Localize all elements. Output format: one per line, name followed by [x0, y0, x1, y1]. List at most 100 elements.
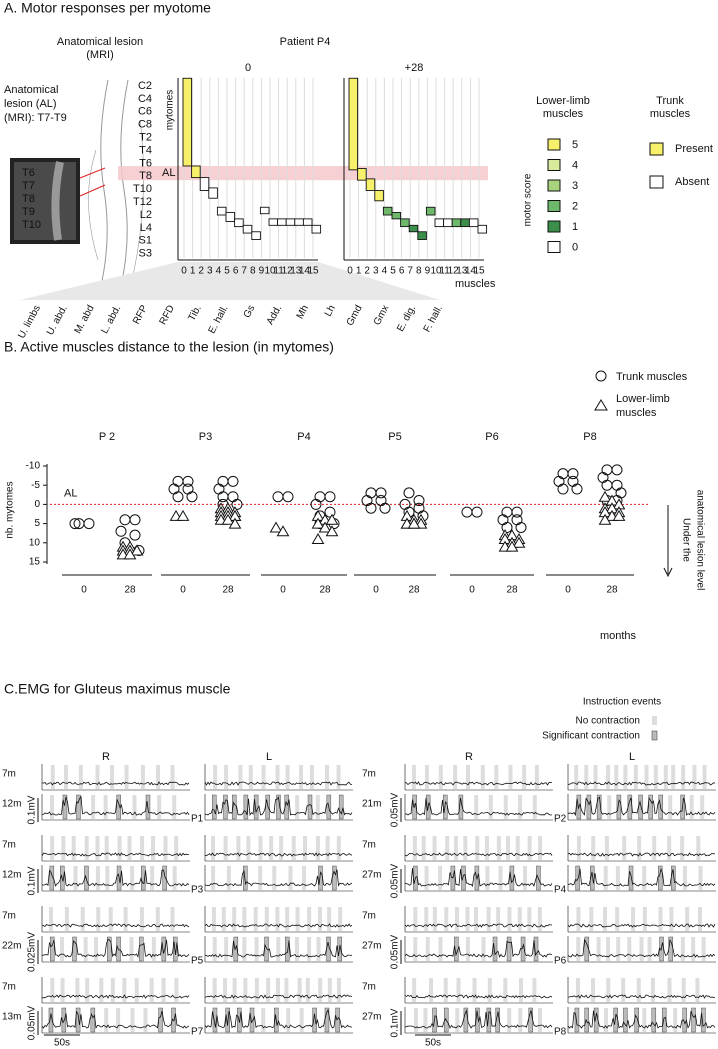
instruction-event [336, 765, 341, 789]
muscle-box [425, 206, 436, 216]
instruction-event [644, 765, 649, 789]
legend-swatch [547, 220, 561, 233]
x-tick-label: 15 [307, 266, 319, 277]
trunk-point [567, 468, 579, 480]
instruction-event [60, 978, 65, 1002]
instruction-event [584, 1007, 589, 1033]
instruction-event [411, 765, 416, 789]
trunk-point [217, 475, 229, 487]
time-label: 7m [2, 840, 16, 851]
instruction-event [232, 794, 237, 820]
instruction-event [105, 866, 110, 890]
legend-swatch [649, 175, 664, 189]
instruction-event [130, 1008, 135, 1032]
instruction-event [90, 1007, 96, 1033]
instruction-event [680, 836, 685, 860]
time-label: 0 [180, 585, 186, 596]
time-label: 7m [2, 982, 16, 993]
time-label: 28 [319, 585, 331, 596]
instruction-event [454, 907, 459, 931]
instruction-event [671, 765, 676, 789]
y-axis-label: mytomes [165, 90, 176, 131]
trunk-point [227, 491, 239, 503]
instruction-event [285, 907, 290, 931]
instruction-event [249, 1007, 255, 1033]
instruction-event [275, 978, 280, 1002]
legend-label: 2 [572, 200, 578, 212]
instruction-event [212, 794, 217, 820]
instruction-event [443, 794, 448, 820]
lesion-pointer [79, 167, 106, 179]
trunk-point [365, 487, 377, 499]
time-label: 0 [373, 585, 379, 596]
emg-trace [41, 852, 190, 857]
instruction-event [211, 907, 216, 931]
limb-point [228, 517, 242, 529]
instruction-event [639, 937, 644, 961]
instruction-event [50, 765, 55, 789]
instruction-event [336, 978, 341, 1002]
instruction-event [429, 978, 434, 1002]
instruction-event [211, 836, 216, 860]
trunk-point [597, 472, 609, 484]
instruction-event [463, 836, 468, 860]
instruction-event [603, 1008, 608, 1032]
instruction-event [309, 765, 314, 789]
time-label: 27m [362, 870, 381, 881]
instruction-event [224, 765, 229, 789]
instruction-event [603, 907, 608, 931]
time-label: 22m [2, 941, 21, 952]
instruction-event [91, 795, 96, 819]
myotome-label: T2 [139, 132, 152, 144]
instruction-event [616, 794, 622, 820]
instruction-event [424, 866, 429, 890]
time-label: 28 [606, 585, 618, 596]
y-tick-label: -10 [26, 461, 41, 472]
trunk-point [186, 491, 198, 503]
arrow-text: anatomical lesion level [694, 490, 705, 591]
instruction-event [297, 978, 302, 1002]
instruction-event [62, 794, 68, 820]
instruction-event [134, 978, 139, 1002]
x-tick-label: 9 [259, 266, 265, 277]
trunk-point [567, 475, 579, 487]
instruction-event [494, 765, 499, 789]
instruction-event [332, 865, 337, 891]
instruction-event [616, 937, 621, 961]
instruction-event [607, 795, 612, 819]
limb-point [176, 509, 190, 521]
instruction-event [242, 907, 247, 931]
instruction-event [621, 978, 626, 1002]
muscle-name: Gmx [372, 303, 392, 327]
instruction-event [576, 937, 581, 961]
x-tick-label: 2 [364, 266, 370, 277]
time-label: 12m [2, 799, 21, 810]
x-tick-label: 6 [399, 266, 405, 277]
emg-trace [204, 869, 353, 887]
patient-label: P8 [554, 1027, 567, 1038]
events-label: No contraction [576, 716, 640, 727]
instruction-event [96, 907, 101, 931]
instruction-event [650, 978, 655, 1002]
instruction-event [212, 937, 217, 961]
trunk-point [227, 475, 239, 487]
instruction-event [606, 978, 611, 1002]
emg-trace [41, 939, 190, 958]
instruction-event [61, 836, 66, 860]
instruction-event [623, 765, 628, 789]
instruction-event [318, 978, 323, 1002]
limb-point [311, 517, 325, 529]
instruction-event [576, 907, 581, 931]
instruction-event [480, 765, 485, 789]
trunk-point [213, 483, 225, 495]
arrow-text: Under the [680, 518, 691, 562]
muscle-box [374, 190, 384, 202]
instruction-event [269, 836, 274, 860]
instruction-event [317, 907, 322, 931]
instruction-event [336, 836, 341, 860]
muscle-box [199, 177, 210, 191]
muscle-box [468, 218, 479, 228]
x-tick-label: 7 [407, 266, 413, 277]
patient-label: P 2 [99, 431, 115, 443]
instruction-event [689, 795, 694, 819]
